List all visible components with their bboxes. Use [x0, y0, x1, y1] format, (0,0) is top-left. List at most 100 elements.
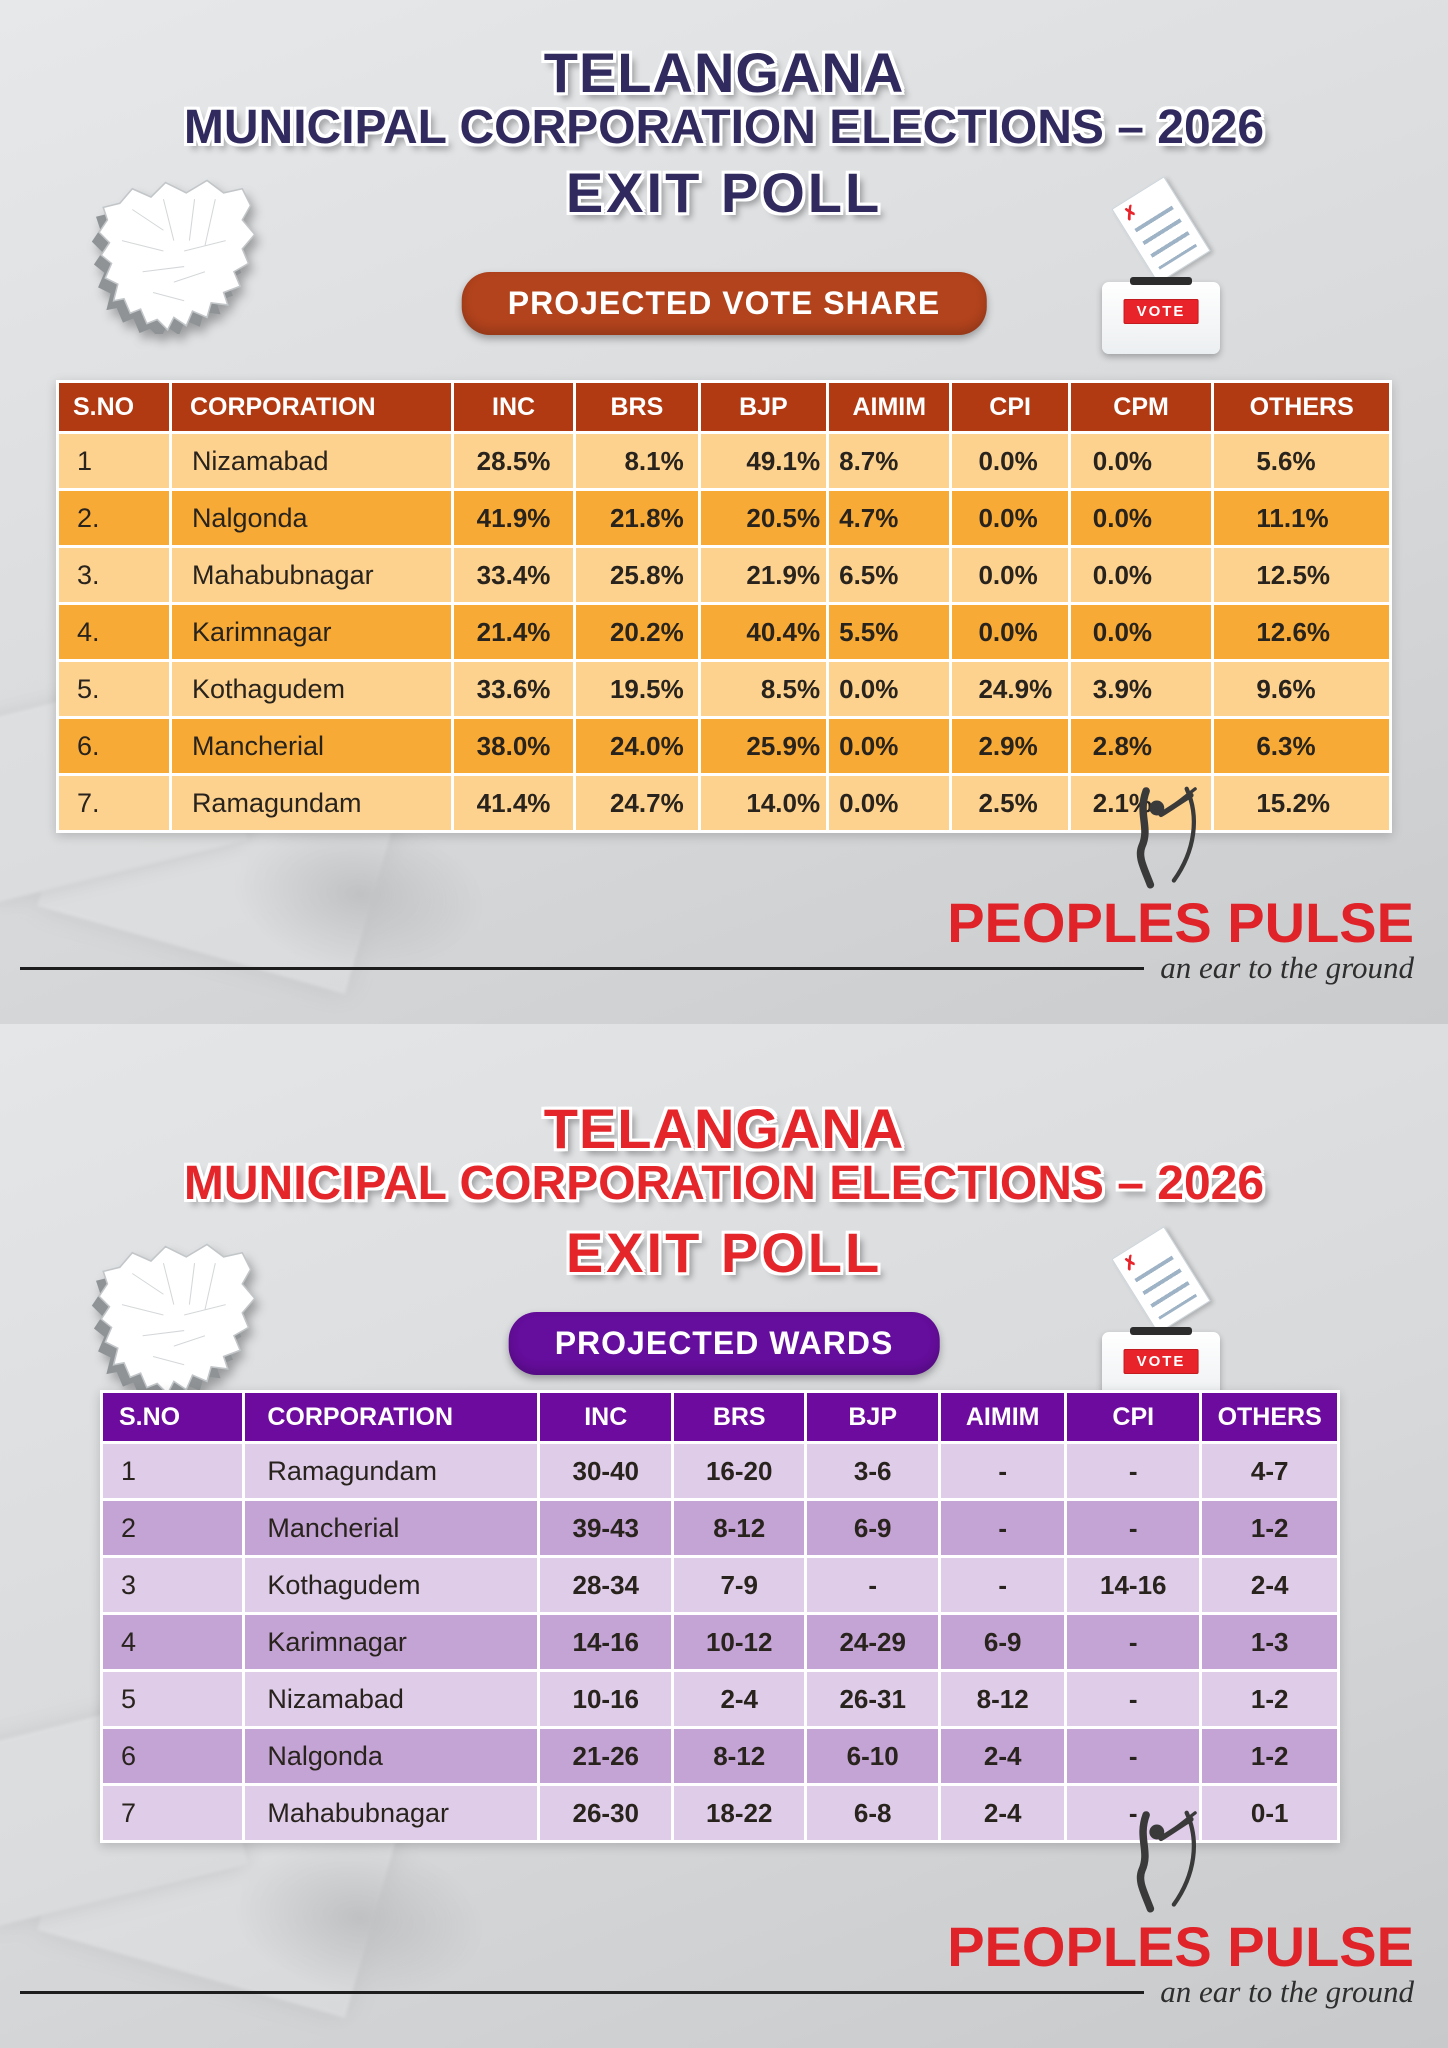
table-cell: 25.8% [573, 545, 701, 605]
panel-title-election: MUNICIPAL CORPORATION ELECTIONS – 2026 [183, 1157, 1265, 1210]
table-cell: 2.9% [949, 716, 1071, 776]
table-row: 2. Nalgonda 41.9% 21.8% 20.5% 4.7% 0.0% 0.0% 11.… [56, 488, 1392, 548]
table-cell: 8.5% [697, 659, 830, 719]
table-cell: 5 [99, 1669, 246, 1729]
table-row: 3 Kothagudem 28-34 7-9- -14-16 2-4 [99, 1555, 1340, 1615]
table-cell: 0.0% [1067, 602, 1215, 662]
panel-title-state: TELANGANA [543, 1097, 905, 1160]
table-header-row: S.NO CORPORATION INC BRS BJP AIMIM CPI CPM OTHER… [56, 380, 1392, 434]
table-cell: Ramagundam [242, 1441, 541, 1501]
table-cell: 2-4 [938, 1783, 1068, 1843]
table-row: 6. Mancherial 38.0% 24.0% 25.9% 0.0% 2.9% 2.8% 6… [56, 716, 1392, 776]
column-header: CPI [949, 380, 1071, 434]
peoples-pulse-logo-mark [1136, 786, 1197, 889]
table-row: 1 Nizamabad 28.5% 8.1% 49.1% 8.7% 0.0% 0.0% 5.6% [56, 431, 1392, 491]
table-cell: 8-12 [671, 1498, 808, 1558]
table-row: 7 Mahabubnagar 26-30 18-22 6-8 2-4-0-1 [99, 1783, 1340, 1843]
table-cell: 40.4% [697, 602, 830, 662]
brand-tagline: an ear to the ground [1160, 1974, 1414, 2009]
table-cell: 7 [99, 1783, 246, 1843]
table-cell: 4-7 [1199, 1441, 1340, 1501]
table-cell: 10-16 [537, 1669, 675, 1729]
table-cell: 4. [56, 602, 172, 662]
table-cell: Nizamabad [168, 431, 455, 491]
table-cell: 7-9 [671, 1555, 808, 1615]
column-header: BJP [697, 380, 830, 434]
table-cell: Nizamabad [242, 1669, 541, 1729]
table-cell: Nalgonda [168, 488, 455, 548]
table-cell: 14-16 [537, 1612, 675, 1672]
column-header: CPM [1067, 380, 1215, 434]
table-cell: 12.6% [1211, 602, 1392, 662]
table-cell: 11.1% [1211, 488, 1392, 548]
column-header: S.NO [56, 380, 172, 434]
table-cell: 0.0% [949, 545, 1071, 605]
table-cell: Mahabubnagar [168, 545, 455, 605]
table-cell: 6 [99, 1726, 246, 1786]
column-header: CPI [1064, 1390, 1203, 1444]
table-cell: 39-43 [537, 1498, 675, 1558]
table-cell: 8.1% [573, 431, 701, 491]
column-header: BRS [671, 1390, 808, 1444]
brand-tagline: an ear to the ground [1160, 950, 1414, 985]
table-cell: 5. [56, 659, 172, 719]
table-cell: 21.8% [573, 488, 701, 548]
table-cell: 0.0% [1067, 431, 1215, 491]
table-cell: 2.5% [949, 773, 1071, 833]
table-cell: 1 [99, 1441, 246, 1501]
table-cell: 3 [99, 1555, 246, 1615]
table-row: 1 Ramagundam 30-40 16-20 3-6- -4-7 [99, 1441, 1340, 1501]
table-cell: 21.9% [697, 545, 830, 605]
table-cell: 21-26 [537, 1726, 675, 1786]
table-cell: 2.8% [1067, 716, 1215, 776]
peoples-pulse-wordmark: PEOPLES PULSE [947, 1915, 1414, 1978]
column-header: CORPORATION [168, 380, 455, 434]
column-header: INC [450, 380, 577, 434]
table-cell: 10-12 [671, 1612, 808, 1672]
vote-share-panel: TELANGANA MUNICIPAL CORPORATION ELECTION… [0, 0, 1448, 1024]
table-cell: Kothagudem [242, 1555, 541, 1615]
table-row: 4 Karimnagar 14-16 10-12 24-29 6-9-1-3 [99, 1612, 1340, 1672]
table-cell: - [938, 1498, 1068, 1558]
table-cell: 5.6% [1211, 431, 1392, 491]
table-cell: 8-12 [938, 1669, 1068, 1729]
panel-title-exit-poll: EXIT POLL [565, 1221, 883, 1284]
table-cell: Nalgonda [242, 1726, 541, 1786]
table-cell: 6-10 [804, 1726, 942, 1786]
table-cell: 4 [99, 1612, 246, 1672]
tagline-rule [20, 966, 1145, 970]
ballot-paper-icon: ✗ [1111, 176, 1211, 284]
table-cell: 41.9% [450, 488, 577, 548]
table-cell: - [1064, 1498, 1203, 1558]
ballot-box-icon: ✗ VOTE [1100, 176, 1226, 354]
vote-label: VOTE [1123, 1349, 1199, 1374]
table-cell: 2. [56, 488, 172, 548]
table-cell: 24.7% [573, 773, 701, 833]
table-cell: 1 [56, 431, 172, 491]
table-cell: 0.0% [949, 488, 1071, 548]
table-cell: 38.0% [450, 716, 577, 776]
table-cell: Mancherial [168, 716, 455, 776]
table-cell: 3.9% [1067, 659, 1215, 719]
column-header: INC [537, 1390, 675, 1444]
table-row: 4. Karimnagar 21.4% 20.2% 40.4% 5.5% 0.0% 0.0% 1… [56, 602, 1392, 662]
table-cell: 4.7% [826, 488, 953, 548]
table-cell: 20.2% [573, 602, 701, 662]
tagline-rule [20, 1990, 1145, 1994]
table-header-row: S.NO CORPORATION INC BRS BJP AIMIM CPI OTHERS [99, 1390, 1340, 1444]
table-cell: Karimnagar [242, 1612, 541, 1672]
ballot-box-body: VOTE [1102, 277, 1220, 354]
table-cell: Kothagudem [168, 659, 455, 719]
projected-vote-share-badge: PROJECTED VOTE SHARE [461, 272, 987, 335]
table-cell: 5.5% [826, 602, 953, 662]
projected-wards-badge: PROJECTED WARDS [508, 1312, 940, 1375]
table-cell: 9.6% [1211, 659, 1392, 719]
table-cell: 24-29 [804, 1612, 942, 1672]
ballot-slot [1130, 277, 1192, 285]
table-cell: 33.6% [450, 659, 577, 719]
table-cell: - [1064, 1783, 1203, 1843]
table-cell: 26-30 [537, 1783, 675, 1843]
table-cell: 0.0% [826, 659, 953, 719]
table-cell: 2-4 [671, 1669, 808, 1729]
table-cell: 19.5% [573, 659, 701, 719]
